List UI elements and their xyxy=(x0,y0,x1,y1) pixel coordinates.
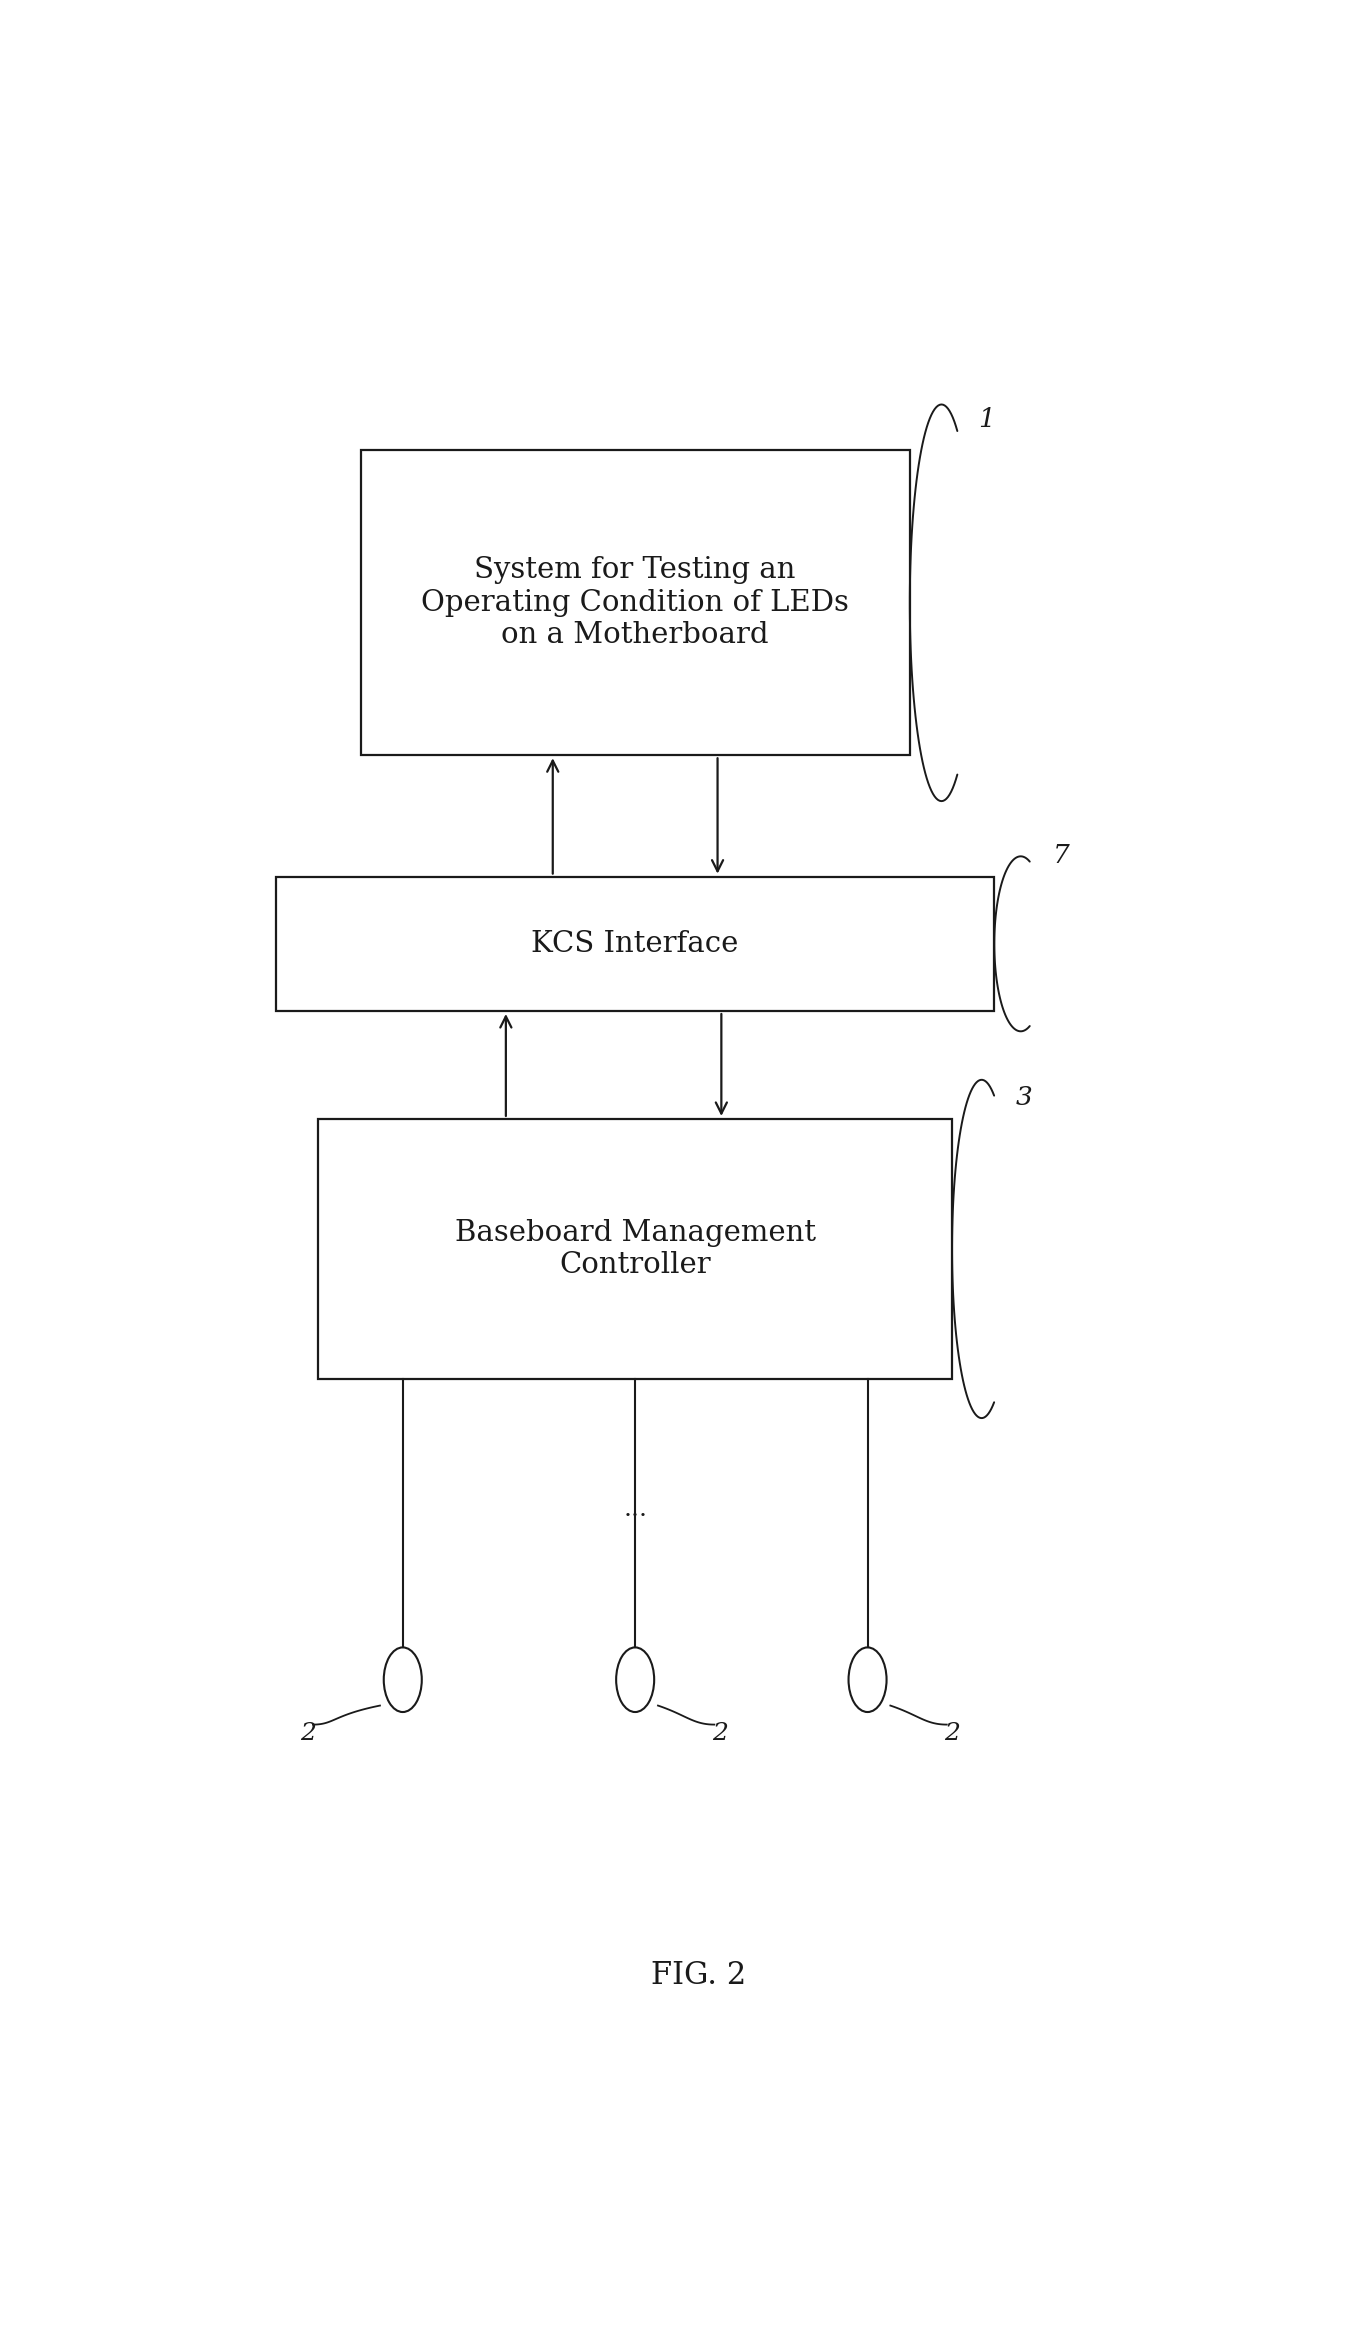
Text: KCS Interface: KCS Interface xyxy=(532,930,739,958)
Text: 2: 2 xyxy=(300,1723,316,1746)
Text: FIG. 2: FIG. 2 xyxy=(652,1960,746,1991)
Text: 7: 7 xyxy=(1052,841,1069,867)
Text: Baseboard Management
Controller: Baseboard Management Controller xyxy=(455,1219,815,1280)
FancyBboxPatch shape xyxy=(275,876,995,1012)
Text: 2: 2 xyxy=(711,1723,728,1746)
Text: 1: 1 xyxy=(979,408,995,431)
FancyBboxPatch shape xyxy=(360,450,910,755)
Text: System for Testing an
Operating Condition of LEDs
on a Motherboard: System for Testing an Operating Conditio… xyxy=(421,557,849,650)
Text: ...: ... xyxy=(623,1499,647,1520)
FancyBboxPatch shape xyxy=(318,1119,953,1380)
Text: 2: 2 xyxy=(945,1723,960,1746)
Text: 3: 3 xyxy=(1015,1084,1032,1110)
